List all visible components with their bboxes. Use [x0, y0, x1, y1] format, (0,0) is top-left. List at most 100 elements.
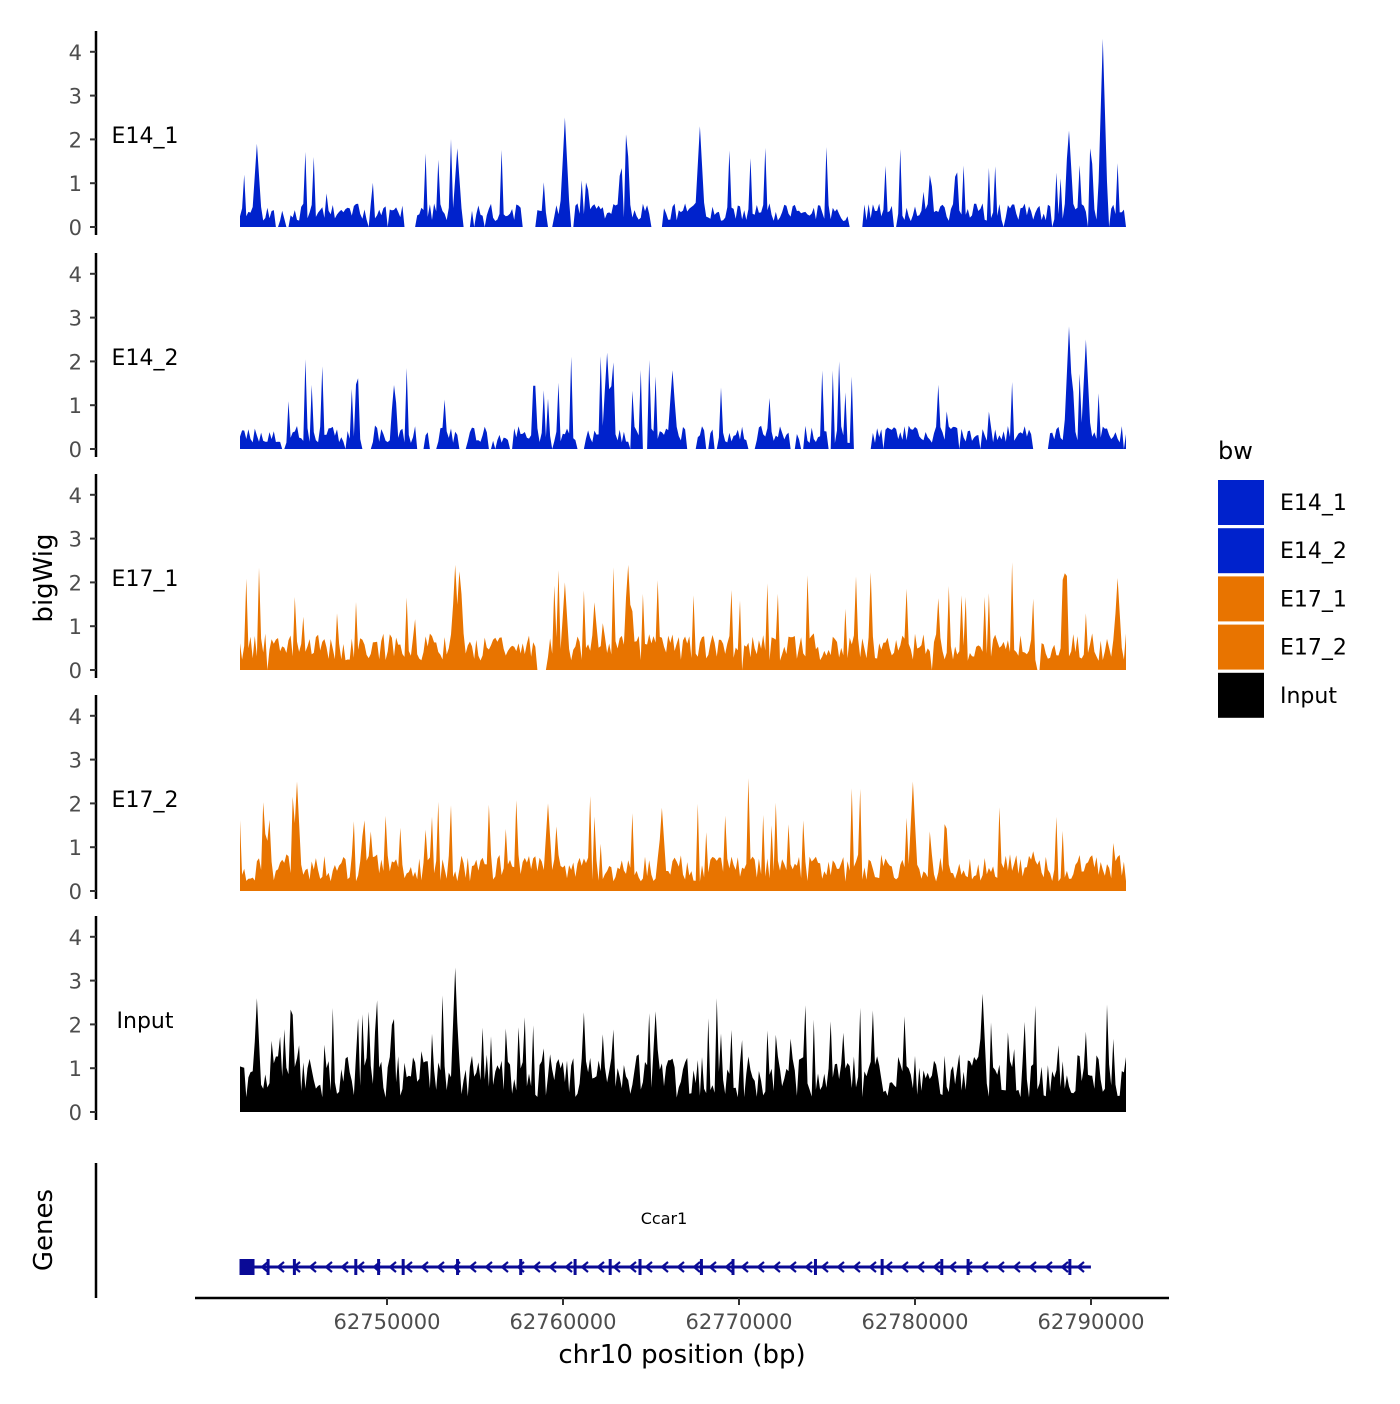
legend-swatch-Input — [1218, 672, 1264, 718]
exon-block — [401, 1259, 405, 1275]
y-tick-label: 1 — [69, 836, 82, 860]
strand-arrow — [884, 1261, 893, 1273]
strand-arrow — [324, 1261, 333, 1273]
strand-arrow — [740, 1261, 749, 1273]
strand-arrow — [916, 1261, 925, 1273]
exon-block — [377, 1259, 381, 1275]
strand-arrow — [612, 1261, 621, 1273]
y-tick-label: 1 — [69, 1057, 82, 1081]
y-tick-label: 4 — [69, 41, 82, 65]
exon-block — [813, 1259, 817, 1275]
y-tick-label: 1 — [69, 394, 82, 418]
track-E17_1: 0 1 2 3 4 E17_1 — [69, 474, 1126, 683]
signal-area-E17_1 — [240, 562, 1126, 670]
y-tick-label: 0 — [69, 880, 82, 904]
x-tick-label: 62780000 — [862, 1310, 969, 1334]
strand-arrow — [500, 1261, 509, 1273]
genes-track: Genes Ccar1 — [29, 1163, 1091, 1298]
strand-arrow — [852, 1261, 861, 1273]
gene-name-label: Ccar1 — [641, 1209, 688, 1228]
strand-arrow — [276, 1261, 285, 1273]
track-label: Input — [117, 1009, 174, 1034]
strand-arrow — [468, 1261, 477, 1273]
strand-arrow — [532, 1261, 541, 1273]
legend-label: E17_1 — [1280, 587, 1347, 612]
y-tick-label: 0 — [69, 438, 82, 462]
strand-arrow — [724, 1261, 733, 1273]
exon-block — [699, 1259, 703, 1275]
track-label: E14_2 — [112, 346, 179, 371]
strand-arrow — [340, 1261, 349, 1273]
strand-arrow — [420, 1261, 429, 1273]
x-axis-ticks: 62750000 62760000 62770000 62780000 62790000 — [334, 1298, 1145, 1334]
bigwig-tracks: 0 1 2 3 4 E14_1 0 1 2 3 4 E14_2 0 1 2 3 4 E17_1 0 1 2 3 4 E17_2… — [69, 31, 1126, 1125]
strand-arrow — [932, 1261, 941, 1273]
strand-arrow — [868, 1261, 877, 1273]
exon-block — [608, 1259, 612, 1275]
x-axis-title: chr10 position (bp) — [558, 1340, 805, 1370]
strand-arrow — [900, 1261, 909, 1273]
y-tick-label: 3 — [69, 307, 82, 331]
y-tick-label: 0 — [69, 1101, 82, 1125]
strand-arrow — [628, 1261, 637, 1273]
strand-arrow — [964, 1261, 973, 1273]
strand-arrow — [644, 1261, 653, 1273]
legend-swatch-E14_1 — [1218, 480, 1264, 525]
strand-arrow — [948, 1261, 957, 1273]
y-tick-label: 4 — [69, 484, 82, 508]
exon-block — [456, 1259, 460, 1275]
x-tick-label: 62790000 — [1038, 1310, 1145, 1334]
strand-arrow — [436, 1261, 445, 1273]
strand-arrow — [596, 1261, 605, 1273]
y-tick-label: 3 — [69, 528, 82, 552]
track-label: E17_2 — [112, 788, 179, 813]
y-tick-label: 2 — [69, 571, 82, 595]
y-tick-label: 2 — [69, 350, 82, 374]
x-tick-label: 62770000 — [686, 1310, 793, 1334]
y-tick-label: 3 — [69, 749, 82, 773]
signal-area-E17_2 — [240, 778, 1126, 891]
y-tick-label: 3 — [69, 970, 82, 994]
x-axis: 62750000 62760000 62770000 62780000 62790000… — [195, 1296, 1169, 1370]
y-tick-label: 4 — [69, 926, 82, 950]
strand-arrow — [820, 1261, 829, 1273]
genes-track-title: Genes — [29, 1189, 59, 1271]
strand-arrow — [1076, 1261, 1085, 1273]
signal-area-E14_1 — [240, 38, 1126, 228]
strand-arrow — [260, 1261, 269, 1273]
track-E14_2: 0 1 2 3 4 E14_2 — [69, 253, 1126, 462]
strand-arrow — [388, 1261, 397, 1273]
strand-arrow — [996, 1261, 1005, 1273]
strand-arrow — [484, 1261, 493, 1273]
strand-arrow — [980, 1261, 989, 1273]
y-axis-title: bigWig — [29, 533, 59, 622]
exon-block — [354, 1259, 358, 1275]
legend-title: bw — [1218, 437, 1253, 465]
strand-arrow — [836, 1261, 845, 1273]
y-tick-label: 2 — [69, 792, 82, 816]
exon-block — [292, 1259, 296, 1275]
y-tick-label: 0 — [69, 216, 82, 240]
strand-arrow — [1028, 1261, 1037, 1273]
legend: bw E14_1 E14_2 E17_1 E17_2 Input — [1218, 437, 1347, 718]
strand-arrow — [692, 1261, 701, 1273]
exon-block — [239, 1259, 255, 1275]
strand-arrow — [804, 1261, 813, 1273]
exon-block — [573, 1259, 577, 1275]
y-tick-label: 4 — [69, 263, 82, 287]
strand-arrow — [580, 1261, 589, 1273]
x-tick-label: 62760000 — [510, 1310, 617, 1334]
strand-arrow — [1060, 1261, 1069, 1273]
legend-swatch-E17_2 — [1218, 624, 1264, 670]
exon-block — [1068, 1259, 1072, 1275]
exon-block — [638, 1259, 642, 1275]
exon-block — [731, 1259, 735, 1275]
track-label: E17_1 — [112, 567, 179, 592]
y-tick-label: 3 — [69, 85, 82, 109]
x-tick-label: 62750000 — [334, 1310, 441, 1334]
exon-block — [880, 1259, 884, 1275]
legend-label: E14_1 — [1280, 491, 1347, 516]
strand-arrow — [708, 1261, 717, 1273]
exon-block — [940, 1259, 944, 1275]
legend-swatch-E14_2 — [1218, 528, 1264, 574]
